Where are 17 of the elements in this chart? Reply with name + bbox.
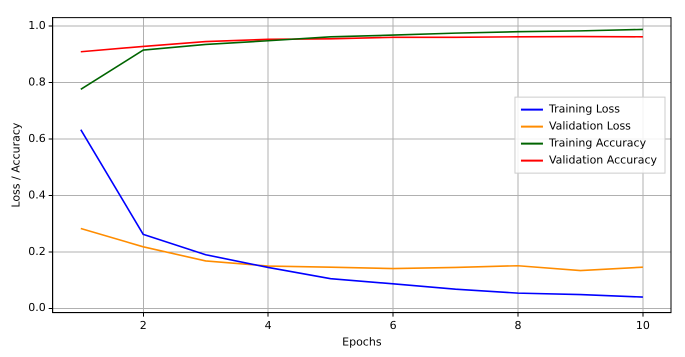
y-axis-title: Loss / Accuracy (9, 122, 22, 208)
x-tick-label: 6 (390, 319, 397, 332)
legend-label: Validation Accuracy (548, 153, 658, 166)
x-tick-label: 4 (264, 319, 272, 332)
x-tick-label: 2 (140, 319, 147, 332)
legend-label: Training Loss (548, 102, 620, 116)
y-tick-label: 1.0 (28, 18, 46, 32)
y-tick-label: 0.2 (28, 244, 46, 258)
x-axis-title: Epochs (342, 335, 382, 348)
y-tick-label: 0.4 (28, 188, 46, 202)
y-tick-label: 0.6 (28, 132, 46, 145)
legend-label: Training Accuracy (548, 136, 647, 150)
x-tick-label: 10 (636, 319, 650, 332)
legend-label: Validation Loss (548, 119, 632, 132)
y-tick-label: 0.8 (28, 75, 46, 88)
x-tick-label: 8 (514, 319, 522, 332)
y-tick-label: 0.0 (28, 301, 46, 314)
